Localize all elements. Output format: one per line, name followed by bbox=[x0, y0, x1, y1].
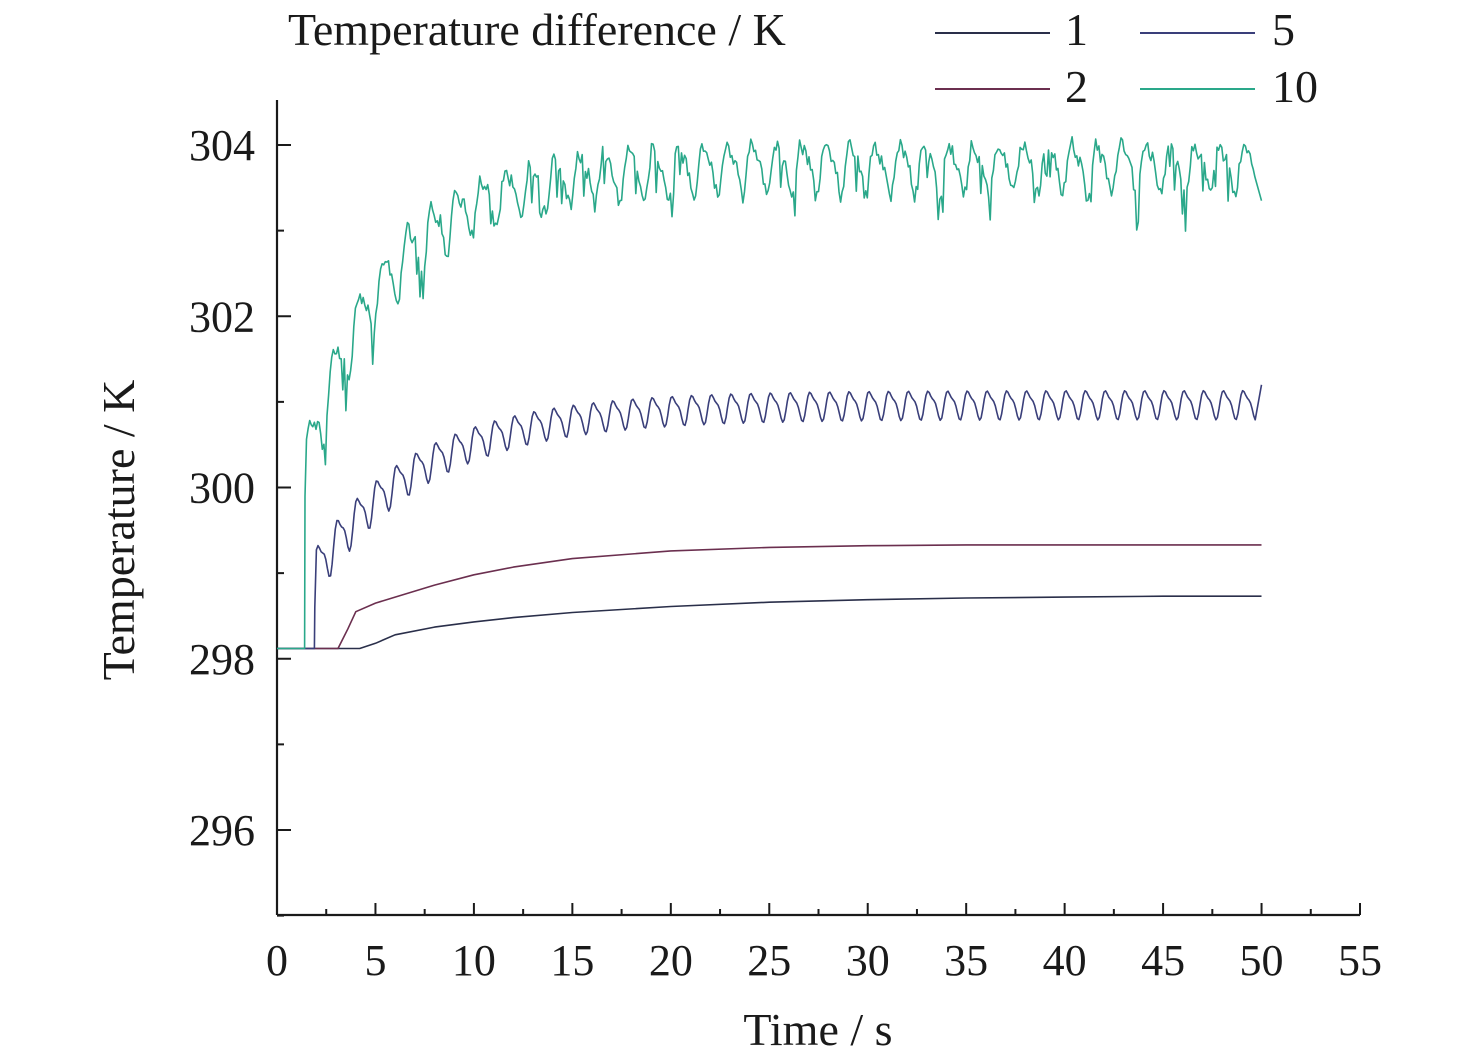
x-tick-label: 40 bbox=[1043, 936, 1087, 985]
x-tick-label: 35 bbox=[944, 936, 988, 985]
x-tick-label: 10 bbox=[452, 936, 496, 985]
x-tick-label: 30 bbox=[846, 936, 890, 985]
axes: 0 5 10 15 20 25 30 35 40 45 50 55 296 298 300 302 304 bbox=[189, 100, 1382, 985]
series-line-2 bbox=[277, 544, 1262, 650]
x-tick-label: 45 bbox=[1141, 936, 1185, 985]
y-axis-title: Temperature / K bbox=[93, 380, 144, 681]
x-tick-label: 55 bbox=[1338, 936, 1382, 985]
x-tick-label: 5 bbox=[364, 936, 386, 985]
legend-label-5: 5 bbox=[1272, 4, 1295, 55]
y-tick-label: 300 bbox=[189, 464, 255, 513]
y-tick-label: 304 bbox=[189, 121, 255, 170]
x-axis-title: Time / s bbox=[743, 1004, 892, 1055]
x-tick-label: 25 bbox=[747, 936, 791, 985]
x-tick-label: 50 bbox=[1240, 936, 1284, 985]
series-line-10 bbox=[277, 136, 1263, 650]
y-tick-label: 298 bbox=[189, 635, 255, 684]
series-line-5 bbox=[277, 384, 1263, 650]
legend: Temperature difference / K 1 5 2 10 bbox=[288, 4, 1318, 112]
series-layer bbox=[277, 136, 1263, 650]
legend-title: Temperature difference / K bbox=[288, 4, 786, 55]
x-tick-label: 20 bbox=[649, 936, 693, 985]
series-line-1 bbox=[277, 595, 1262, 650]
legend-label-10: 10 bbox=[1272, 61, 1318, 112]
y-tick-label: 296 bbox=[189, 806, 255, 855]
legend-label-1: 1 bbox=[1065, 4, 1088, 55]
y-tick-label: 302 bbox=[189, 292, 255, 341]
legend-label-2: 2 bbox=[1065, 61, 1088, 112]
x-tick-label: 15 bbox=[550, 936, 594, 985]
x-tick-label: 0 bbox=[266, 936, 288, 985]
